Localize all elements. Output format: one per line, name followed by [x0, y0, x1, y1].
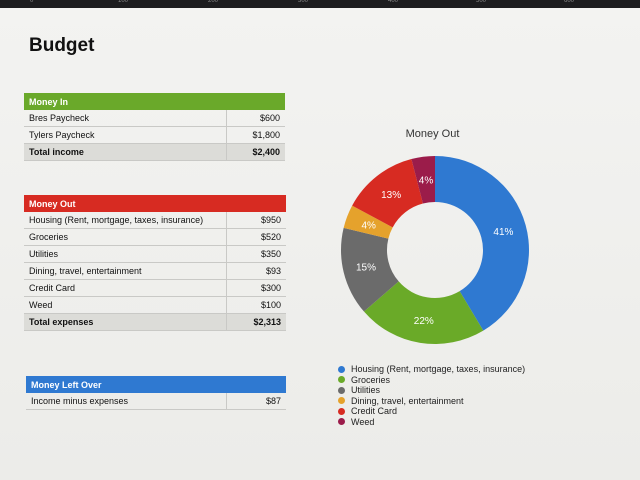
- row-label[interactable]: Tylers Paycheck: [24, 126, 227, 144]
- legend-label: Housing (Rent, mortgage, taxes, insuranc…: [351, 364, 526, 375]
- legend-item[interactable]: Credit Card: [338, 406, 525, 417]
- money-in-header[interactable]: Money In: [29, 96, 69, 107]
- money-out-header-row: Money Out: [24, 195, 286, 212]
- money-left-table: Money Left Over Income minus expenses $8…: [26, 376, 286, 410]
- money-left-header-row: Money Left Over: [26, 376, 286, 393]
- screen-bezel-top: 0 100 200 300 400 500 600: [0, 0, 640, 8]
- donut-slice[interactable]: [411, 156, 435, 204]
- legend-swatch: [338, 418, 345, 426]
- slice-percent-label: 41%: [493, 227, 513, 238]
- money-out-table: Money Out Housing (Rent, mortgage, taxes…: [24, 195, 286, 331]
- row-value[interactable]: $100: [226, 296, 286, 314]
- row-label[interactable]: Dining, travel, entertainment: [24, 262, 227, 280]
- ruler-tick: 0: [30, 0, 34, 4]
- legend-label: Credit Card: [351, 406, 398, 417]
- legend-swatch: [338, 376, 345, 384]
- row-label[interactable]: Credit Card: [24, 279, 227, 297]
- slice-percent-label: 4%: [419, 176, 434, 187]
- row-value[interactable]: $300: [226, 279, 286, 297]
- legend-item[interactable]: Dining, travel, entertainment: [338, 396, 525, 407]
- chart-legend: Housing (Rent, mortgage, taxes, insuranc…: [338, 364, 525, 427]
- row-value[interactable]: $350: [226, 245, 286, 263]
- table-row: Weed $100: [24, 296, 286, 314]
- ruler-tick: 400: [388, 0, 399, 4]
- total-row: Total income $2,400: [24, 143, 285, 161]
- total-value[interactable]: $2,400: [226, 143, 285, 161]
- ruler-tick: 100: [118, 0, 129, 4]
- legend-swatch: [338, 407, 345, 415]
- row-value[interactable]: $93: [226, 262, 286, 280]
- donut-slice[interactable]: [341, 227, 399, 312]
- table-row: Utilities $350: [24, 245, 286, 263]
- legend-label: Utilities: [351, 385, 381, 396]
- legend-swatch: [338, 365, 345, 373]
- row-label[interactable]: Housing (Rent, mortgage, taxes, insuranc…: [24, 212, 227, 229]
- ruler-tick: 600: [564, 0, 575, 4]
- legend-item[interactable]: Weed: [338, 417, 525, 428]
- legend-swatch: [338, 397, 345, 405]
- money-out-donut-chart[interactable]: 41% 22% 15% 4% 13% 4%: [335, 150, 535, 350]
- table-row: Groceries $520: [24, 228, 286, 246]
- slice-percent-label: 13%: [381, 190, 401, 201]
- table-row: Credit Card $300: [24, 279, 286, 297]
- legend-label: Groceries: [351, 374, 391, 385]
- row-value[interactable]: $1,800: [226, 126, 285, 144]
- table-row: Income minus expenses $87: [26, 393, 286, 410]
- donut-slice[interactable]: [363, 281, 484, 344]
- total-value[interactable]: $2,313: [226, 313, 286, 331]
- slice-percent-label: 22%: [414, 316, 434, 327]
- row-label[interactable]: Groceries: [24, 228, 227, 246]
- money-out-header[interactable]: Money Out: [29, 198, 76, 209]
- total-row: Total expenses $2,313: [24, 313, 286, 331]
- ruler-tick: 300: [298, 0, 309, 4]
- row-value[interactable]: $520: [226, 228, 286, 246]
- row-value[interactable]: $950: [226, 212, 286, 229]
- row-label[interactable]: Weed: [24, 296, 227, 314]
- row-label[interactable]: Income minus expenses: [26, 393, 227, 410]
- donut-slice[interactable]: [352, 159, 423, 228]
- money-in-table: Money In Bres Paycheck $600 Tylers Paych…: [24, 93, 285, 161]
- table-row: Tylers Paycheck $1,800: [24, 126, 285, 144]
- row-label[interactable]: Bres Paycheck: [24, 110, 227, 127]
- total-label[interactable]: Total income: [24, 143, 227, 161]
- slice-percent-label: 15%: [356, 263, 376, 274]
- legend-item[interactable]: Utilities: [338, 385, 525, 396]
- money-left-header[interactable]: Money Left Over: [31, 379, 102, 390]
- table-row: Housing (Rent, mortgage, taxes, insuranc…: [24, 212, 286, 229]
- total-label[interactable]: Total expenses: [24, 313, 227, 331]
- row-value[interactable]: $87: [226, 393, 286, 410]
- legend-label: Dining, travel, entertainment: [351, 395, 464, 406]
- legend-item[interactable]: Housing (Rent, mortgage, taxes, insuranc…: [338, 364, 525, 375]
- row-value[interactable]: $600: [226, 110, 285, 127]
- table-row: Bres Paycheck $600: [24, 110, 285, 127]
- table-row: Dining, travel, entertainment $93: [24, 262, 286, 280]
- slice-percent-label: 4%: [361, 221, 376, 232]
- ruler-tick: 200: [208, 0, 219, 4]
- legend-item[interactable]: Groceries: [338, 375, 525, 386]
- page-title: Budget: [29, 35, 95, 56]
- chart-title: Money Out: [405, 128, 460, 140]
- legend-label: Weed: [351, 416, 375, 427]
- ruler-tick: 500: [476, 0, 487, 4]
- donut-slice[interactable]: [343, 205, 393, 239]
- money-in-header-row: Money In: [24, 93, 285, 110]
- donut-slice[interactable]: [435, 156, 529, 331]
- legend-swatch: [338, 386, 345, 394]
- row-label[interactable]: Utilities: [24, 245, 227, 263]
